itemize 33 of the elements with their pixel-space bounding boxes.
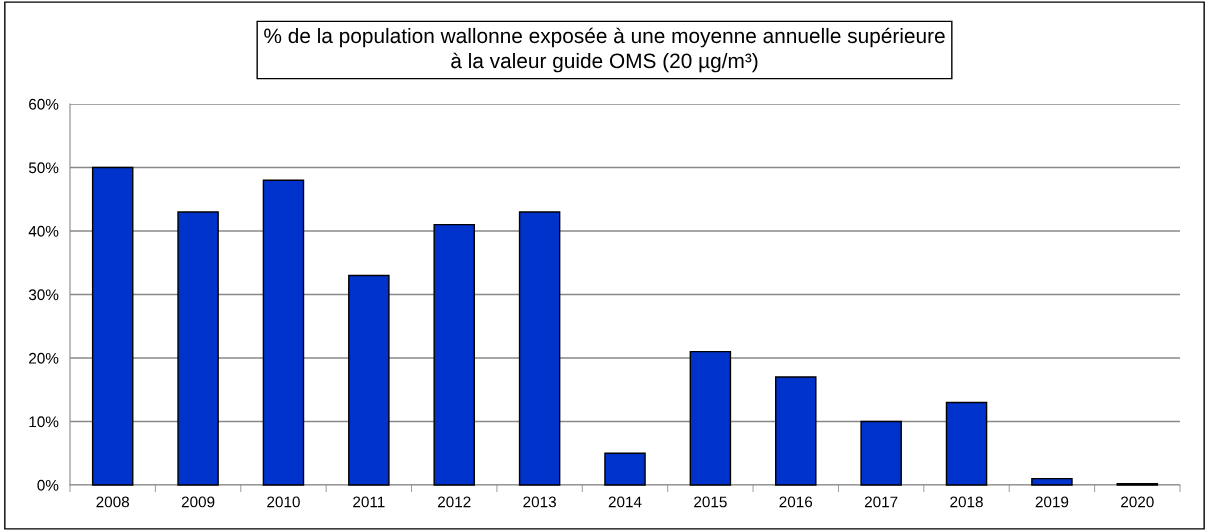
y-tick-label: 20% [29,352,59,364]
y-tick-label: 60% [29,98,59,110]
x-tick-label: 2013 [523,496,556,508]
bar [689,350,732,486]
bar [1031,477,1073,486]
y-tick-label: 0% [37,479,59,491]
bar [945,401,988,486]
x-tick-label: 2019 [1035,496,1069,508]
bar [433,223,475,486]
bar [177,211,219,486]
y-tick-label: 50% [28,162,59,174]
bar [604,452,646,486]
bar [775,376,817,486]
x-tick-label: 2012 [438,496,471,508]
x-tick-label: 2008 [96,496,130,508]
x-tick-label: 2020 [1121,496,1154,508]
chart-title: % de la population wallonne exposée à une moyenne annuelle supérieure à la valeur guide OMS (20 µg/m³) [264,27,945,73]
bar [348,274,390,486]
bar [518,211,561,486]
bar [91,166,134,486]
x-tick-label: 2016 [779,496,813,508]
x-tick-label: 2011 [353,496,385,508]
x-tick-label: 2014 [608,496,642,508]
x-tick-label: 2017 [864,496,898,508]
x-tick-label: 2015 [694,496,727,508]
y-tick-label: 10% [29,416,59,428]
x-tick-label: 2010 [267,496,300,508]
x-tick-label: 2009 [181,496,215,508]
y-tick-label: 40% [28,225,59,237]
bar [262,179,305,486]
x-tick-label: 2018 [950,496,983,508]
bar [860,420,902,486]
y-tick-label: 30% [28,289,59,301]
